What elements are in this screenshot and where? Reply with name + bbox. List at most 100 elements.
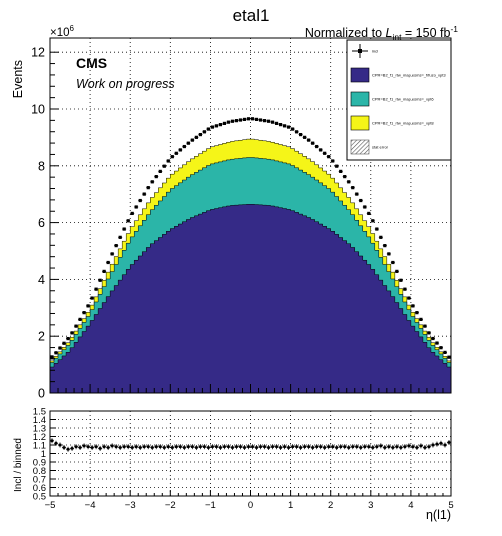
incl-marker <box>218 123 223 127</box>
ratio-point <box>403 445 407 448</box>
incl-marker <box>371 219 375 223</box>
incl-marker <box>383 244 387 248</box>
ratio-point <box>335 446 339 449</box>
ratio-point <box>331 445 335 448</box>
y-tick-label: 8 <box>38 159 45 173</box>
ratio-plot-pad: 0.50.60.70.80.911.11.21.31.41.5 −5 −4 −3 −2… <box>33 406 454 511</box>
legend-entry: CPR=B2_f1_rtw_map,esms=_xpt8 <box>350 115 434 131</box>
incl-marker <box>407 296 411 300</box>
ratio-point <box>447 441 451 444</box>
incl-marker <box>62 341 66 345</box>
incl-marker <box>311 141 315 145</box>
legend-hatch-swatch <box>350 139 370 155</box>
incl-marker <box>70 331 74 335</box>
ratio-y-tick-label: 1.5 <box>33 406 46 417</box>
ratio-point <box>102 445 106 448</box>
legend-entry: stat error <box>350 139 389 155</box>
ratio-point <box>323 446 326 449</box>
ratio-point <box>207 446 210 449</box>
ratio-point <box>431 443 435 447</box>
ratio-point <box>391 446 395 449</box>
ratio-point <box>239 445 242 448</box>
incl-marker <box>427 331 431 335</box>
ratio-point <box>247 445 250 448</box>
ratio-point <box>227 445 230 448</box>
ratio-point <box>411 445 415 448</box>
x-tick-label: −2 <box>165 500 176 511</box>
y-tick-label: 4 <box>38 273 45 287</box>
x-tick-label: 2 <box>328 500 333 511</box>
incl-marker <box>122 227 126 231</box>
incl-marker <box>182 144 186 149</box>
incl-marker <box>307 138 311 142</box>
cms-label: CMS <box>76 55 107 71</box>
ratio-point <box>359 446 363 449</box>
incl-marker <box>250 117 255 121</box>
ratio-point <box>199 445 202 448</box>
ratio-point <box>118 446 122 449</box>
ratio-point <box>58 443 62 447</box>
y-tick-label: 2 <box>38 330 45 344</box>
incl-markers <box>50 117 451 359</box>
incl-marker <box>431 336 435 341</box>
incl-marker <box>134 205 138 209</box>
incl-marker <box>242 117 247 122</box>
legend-entry: incl <box>352 44 378 58</box>
ratio-point <box>383 446 387 449</box>
incl-marker <box>230 119 235 123</box>
incl-marker <box>266 119 271 123</box>
incl-marker <box>319 148 323 152</box>
ratio-point <box>315 445 318 448</box>
lumi-label: Normalized to Lint = 150 fb-1 <box>305 24 458 42</box>
incl-marker <box>246 117 251 121</box>
incl-marker <box>415 311 419 315</box>
legend-swatch <box>350 115 370 131</box>
ratio-y-tick-label: 1.4 <box>33 415 46 426</box>
ratio-point <box>415 446 419 449</box>
incl-marker <box>347 180 351 184</box>
incl-marker <box>86 304 90 308</box>
ratio-point <box>70 447 74 450</box>
legend-label: CPR=B2_f1_rtw_map,esms=_xpt6 <box>372 97 434 102</box>
incl-marker <box>210 125 215 129</box>
incl-marker <box>98 278 102 282</box>
ratio-point <box>142 445 146 448</box>
ratio-point <box>187 445 190 448</box>
ratio-y-tick-label: 1.1 <box>33 440 46 451</box>
ratio-point <box>387 445 391 448</box>
ratio-point <box>98 447 102 450</box>
cms-sublabel: Work on progress <box>76 77 175 91</box>
incl-marker <box>58 346 62 350</box>
ratio-point <box>211 445 214 448</box>
incl-marker <box>278 123 283 127</box>
y-tick-label: 12 <box>31 46 45 60</box>
incl-marker <box>323 151 327 155</box>
ratio-point <box>195 446 198 449</box>
ratio-point <box>122 445 126 448</box>
ratio-point <box>114 445 118 448</box>
ratio-point <box>50 439 54 443</box>
ratio-point <box>343 445 347 448</box>
incl-marker <box>222 121 227 125</box>
legend-label: incl <box>372 49 378 54</box>
incl-marker <box>303 135 307 139</box>
ratio-point <box>158 445 162 448</box>
x-tick-label: −3 <box>125 500 136 511</box>
ratio-point <box>175 445 178 448</box>
incl-marker <box>299 132 303 137</box>
incl-marker <box>282 124 287 128</box>
ratio-point <box>291 445 294 448</box>
y-multiplier: ×106 <box>50 24 75 39</box>
ratio-point <box>423 446 427 449</box>
legend-label: CPR=B2_f1_rtw_map,esms=_xpt8 <box>372 121 434 126</box>
incl-marker <box>186 141 190 145</box>
incl-marker <box>150 180 154 184</box>
ratio-point <box>215 445 218 448</box>
ratio-point <box>203 445 206 448</box>
incl-marker <box>154 175 158 179</box>
incl-marker <box>443 350 447 355</box>
ratio-point <box>339 445 343 448</box>
ratio-point <box>78 446 82 449</box>
x-tick-label: −4 <box>85 500 96 511</box>
incl-marker <box>391 260 395 265</box>
